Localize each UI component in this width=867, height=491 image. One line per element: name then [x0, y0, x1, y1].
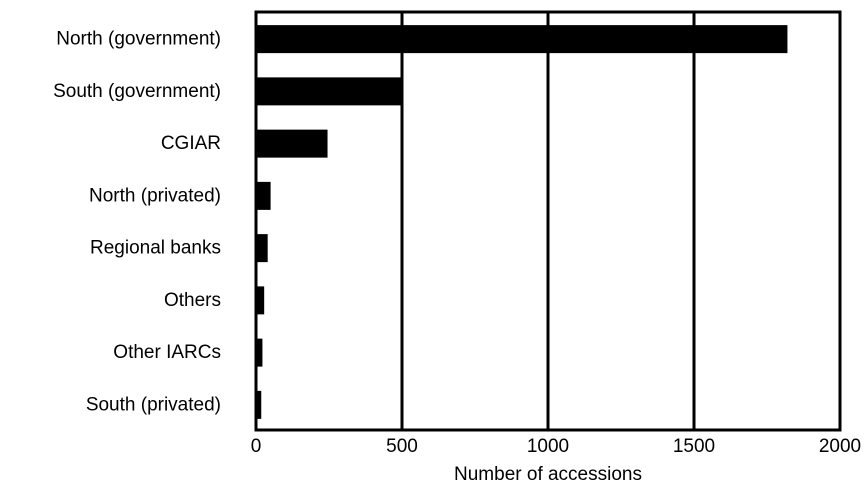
plot-frame [254, 10, 842, 432]
bar-1 [256, 77, 402, 106]
category-labels: North (government) South (government) CGIA… [53, 29, 221, 416]
x-tick-label-1500: 1500 [673, 436, 715, 457]
category-label-3: North (privated) [89, 185, 221, 206]
grid-layer [400, 12, 696, 430]
x-tick-label-0: 0 [251, 436, 262, 457]
category-label-0: North (government) [56, 29, 221, 50]
x-tick-label-2000: 2000 [819, 436, 861, 457]
x-tick-label-1000: 1000 [527, 436, 569, 457]
x-axis-title: Number of accessions [454, 464, 642, 485]
bar-0 [256, 25, 788, 54]
bar-3 [256, 181, 271, 210]
bar-5 [256, 286, 265, 315]
bar-4 [256, 234, 268, 263]
bar-7 [256, 390, 262, 419]
tick-labels: 0 500 1000 1500 2000 [251, 436, 861, 457]
category-label-4: Regional banks [90, 238, 221, 259]
bar-2 [256, 129, 328, 158]
category-label-1: South (government) [53, 81, 221, 102]
category-label-6: Other IARCs [113, 342, 221, 363]
category-label-2: CGIAR [161, 133, 221, 154]
x-tick-label-500: 500 [386, 436, 418, 457]
bars-layer [256, 25, 788, 419]
category-label-5: Others [164, 290, 221, 311]
bar-6 [256, 338, 263, 367]
category-label-7: South (privated) [86, 394, 221, 415]
